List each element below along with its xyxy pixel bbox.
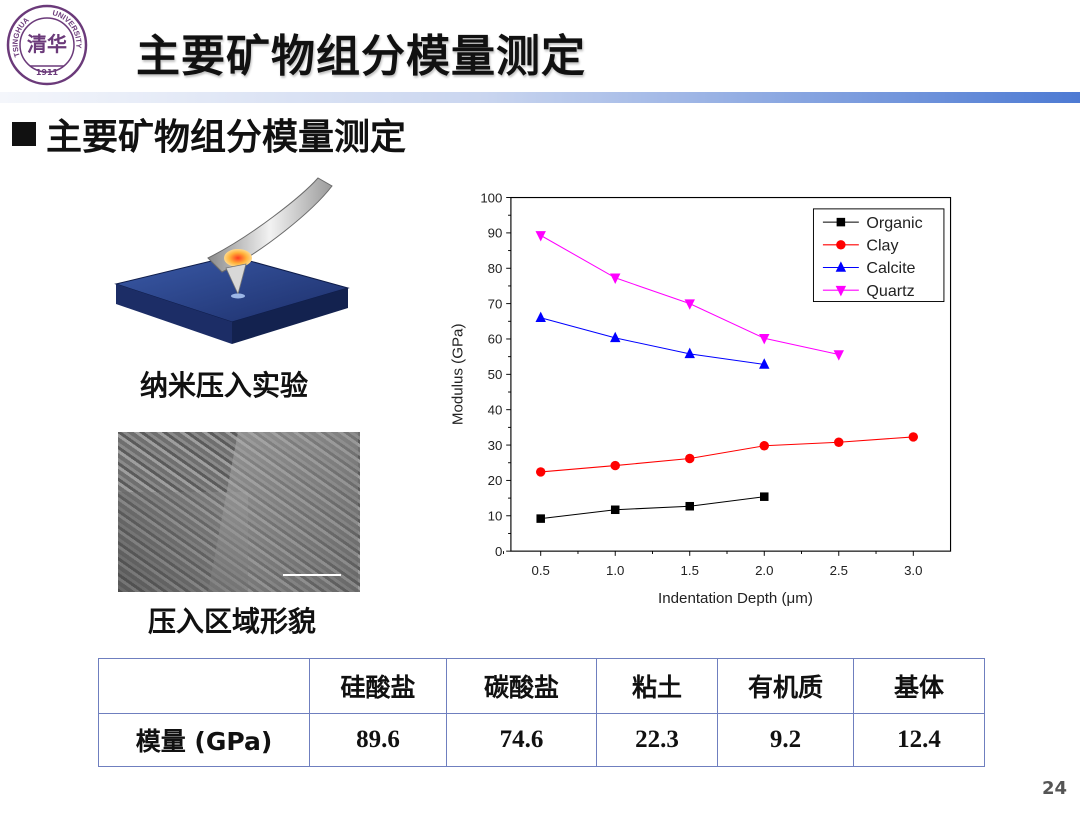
data-point-clay <box>908 432 919 442</box>
y-tick-label: 20 <box>488 473 503 488</box>
y-tick-label: 40 <box>488 402 503 417</box>
y-tick-label: 50 <box>488 367 503 382</box>
legend-label-quartz: Quartz <box>866 282 914 300</box>
y-tick-label: 100 <box>480 190 502 205</box>
x-tick-label: 2.0 <box>755 563 773 578</box>
table-cell: 12.4 <box>853 713 985 767</box>
series-line-quartz <box>540 234 839 356</box>
data-point-clay <box>834 437 844 447</box>
sem-micrograph-image <box>118 432 360 592</box>
table-header-cell: 粘土 <box>596 658 718 714</box>
title-divider-bar <box>0 92 1080 103</box>
legend-label-clay: Clay <box>866 236 898 254</box>
y-tick-label: 0 <box>495 544 502 559</box>
nanoindentation-illustration <box>114 177 350 344</box>
table-header-cell <box>98 658 310 714</box>
y-axis-label: Modulus (GPa) <box>450 324 467 426</box>
data-point-clay <box>610 460 620 471</box>
legend-marker-clay <box>836 240 846 250</box>
data-point-clay <box>535 467 546 477</box>
page-title: 主要矿物组分模量测定 <box>136 31 586 82</box>
data-point-calcite <box>610 331 621 343</box>
table-cell: 9.2 <box>717 713 854 767</box>
data-point-clay <box>685 453 695 464</box>
data-point-quartz <box>833 350 844 361</box>
data-point-organic <box>760 492 769 501</box>
data-point-calcite <box>759 358 770 369</box>
y-tick-label: 60 <box>488 332 503 347</box>
university-logo: TSINGHUA UNIVERSITY 清华 1911 <box>6 4 88 86</box>
data-point-quartz <box>759 334 770 345</box>
sem-scale-bar <box>283 574 341 576</box>
table-header-cell: 有机质 <box>717 658 854 714</box>
data-point-quartz <box>535 231 546 242</box>
modulus-line-chart: 0 10 20 30 40 50 60 70 80 90 100 0.5 1.0 1.5 2.0 2.5 3.0… <box>450 190 952 607</box>
table-header-row: 硅酸盐 碳酸盐 粘土 有机质 基体 <box>98 658 985 714</box>
data-point-quartz <box>684 299 695 310</box>
bullet-square-icon <box>12 122 36 146</box>
legend-label-organic: Organic <box>866 214 922 232</box>
data-point-organic <box>610 505 620 515</box>
sem-caption: 压入区域形貌 <box>148 605 317 638</box>
y-tick-label: 70 <box>488 296 503 311</box>
data-point-clay <box>759 441 769 451</box>
sem-facet-shading <box>118 492 248 592</box>
table-row-label: 模量 (GPa) <box>98 713 310 767</box>
series-line-organic <box>540 496 765 520</box>
y-tick-label: 80 <box>488 261 503 276</box>
modulus-summary-table: 硅酸盐 碳酸盐 粘土 有机质 基体 模量 (GPa) 89.6 74.6 22.… <box>98 658 985 767</box>
table-cell: 89.6 <box>309 713 447 767</box>
y-tick-label: 90 <box>488 226 503 241</box>
logo-seal-text: 清华 <box>27 32 67 56</box>
table-cell: 74.6 <box>446 713 597 767</box>
table-cell: 22.3 <box>596 713 718 767</box>
legend-marker-calcite <box>835 261 847 272</box>
legend-label-calcite: Calcite <box>866 259 915 277</box>
table-header-cell: 碳酸盐 <box>446 658 597 714</box>
legend-box <box>812 208 945 303</box>
data-point-calcite <box>535 311 546 323</box>
y-tick-label: 10 <box>488 509 503 524</box>
table-header-cell: 基体 <box>853 658 985 714</box>
data-point-quartz <box>610 273 621 284</box>
table-header-cell: 硅酸盐 <box>309 658 447 714</box>
nanoindentation-caption: 纳米压入实验 <box>140 369 309 402</box>
table-row: 模量 (GPa) 89.6 74.6 22.3 9.2 12.4 <box>98 713 985 767</box>
series-line-clay <box>540 436 914 473</box>
data-point-organic <box>536 514 545 523</box>
section-heading-text: 主要矿物组分模量测定 <box>46 117 407 158</box>
logo-year-text: 1911 <box>36 68 59 77</box>
x-tick-label: 1.0 <box>606 563 624 578</box>
section-heading: 主要矿物组分模量测定 <box>12 108 406 160</box>
legend-marker-quartz <box>835 285 847 297</box>
y-tick-label: 30 <box>488 438 503 453</box>
x-tick-label: 1.5 <box>681 563 699 578</box>
page-number: 24 <box>1042 778 1068 799</box>
x-tick-label: 2.5 <box>830 563 848 578</box>
x-axis-label: Indentation Depth (μm) <box>658 590 813 607</box>
series-line-calcite <box>540 317 765 365</box>
legend-marker-organic <box>836 217 846 227</box>
data-point-calcite <box>684 347 695 359</box>
x-tick-label: 3.0 <box>904 563 922 578</box>
x-tick-label: 0.5 <box>532 563 550 578</box>
data-point-organic <box>685 501 694 511</box>
